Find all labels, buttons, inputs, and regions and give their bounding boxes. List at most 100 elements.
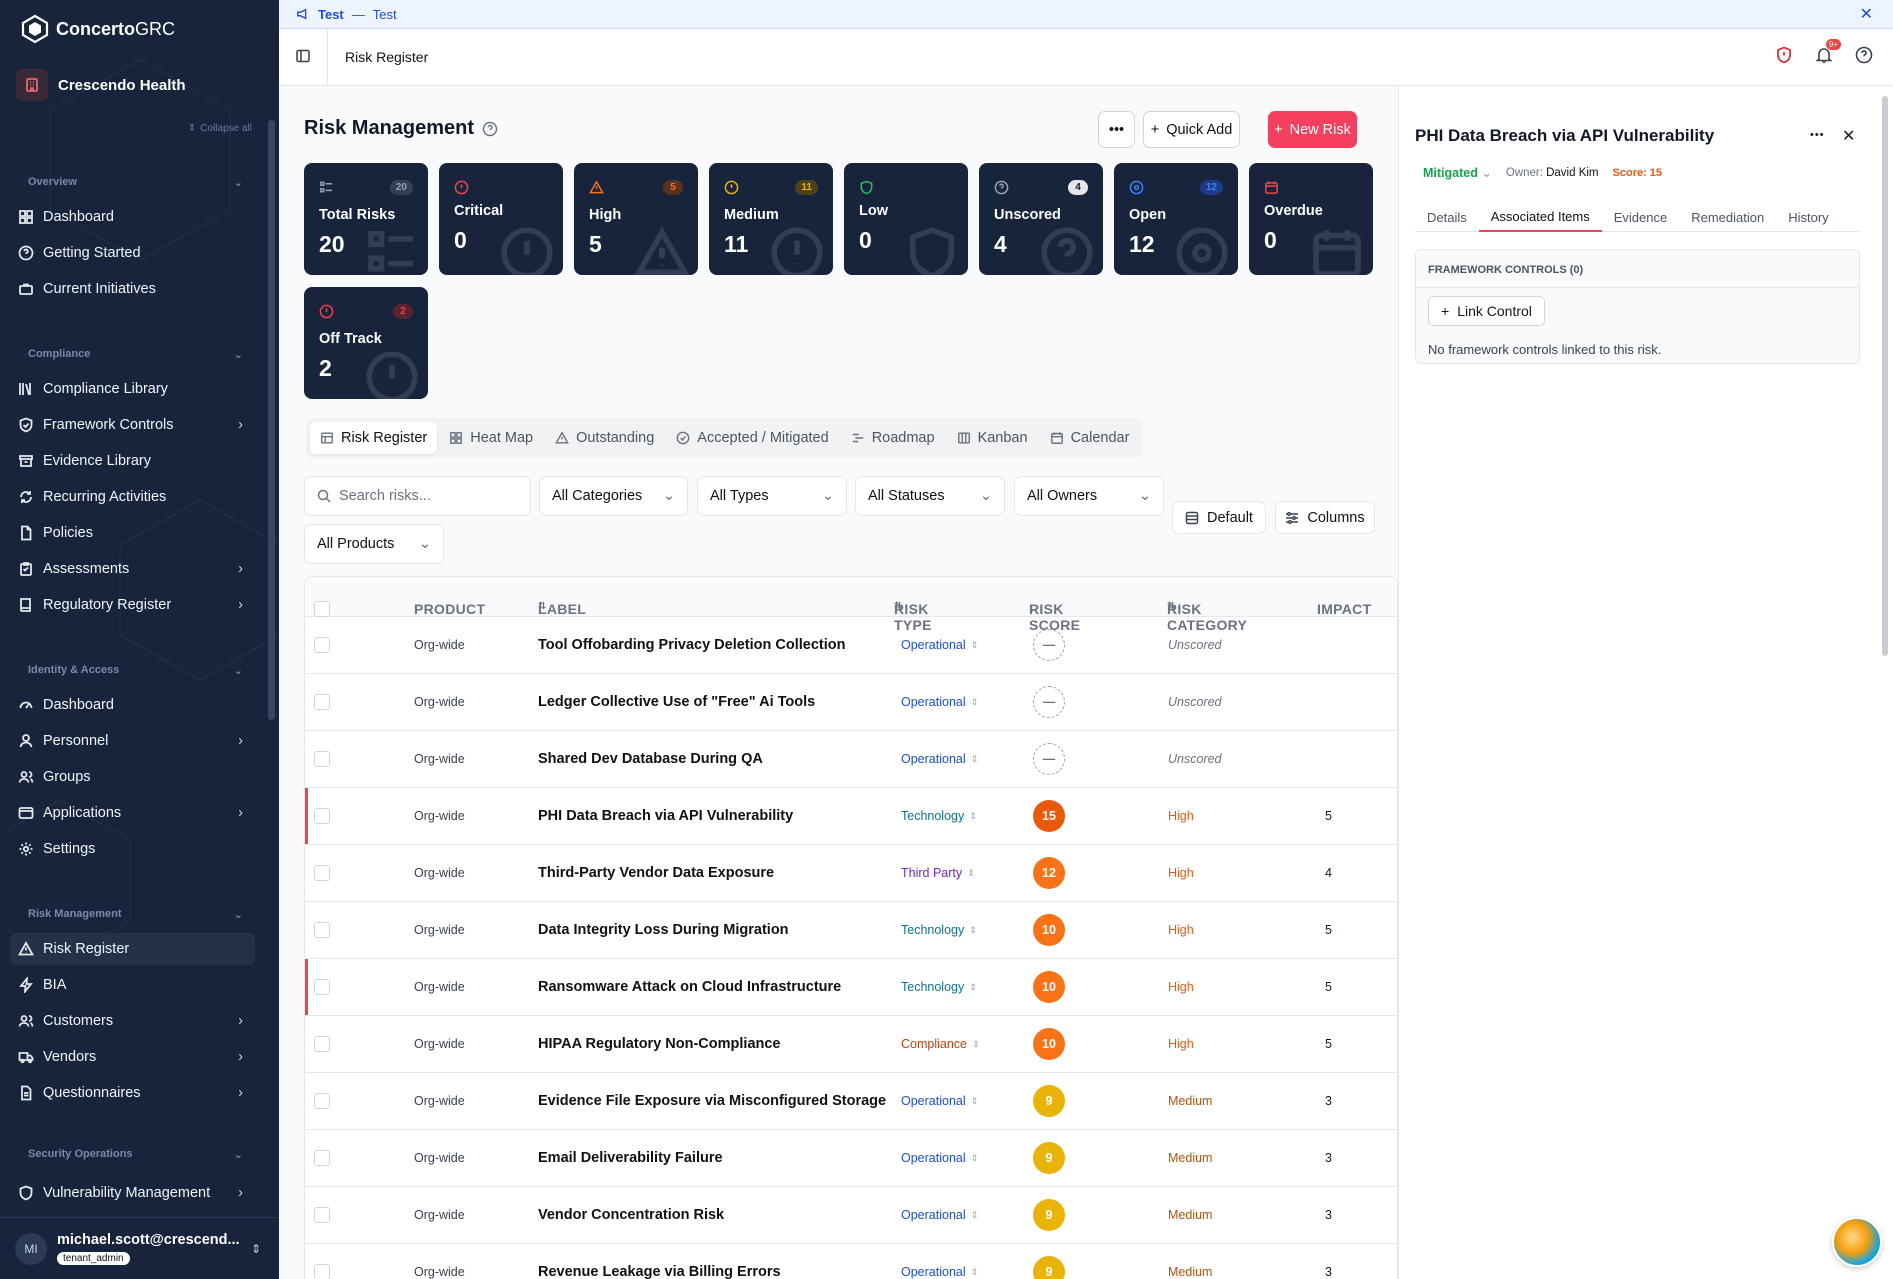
row-checkbox[interactable] — [314, 865, 330, 881]
sidebar-item-vulnerability-management[interactable]: Vulnerability Management › — [10, 1177, 255, 1209]
quick-add-button[interactable]: + Quick Add — [1143, 111, 1240, 148]
help-circle-icon[interactable] — [1855, 46, 1873, 64]
shield-alert-icon[interactable] — [1775, 46, 1793, 64]
risk-type-select[interactable]: Technology ⇕ — [901, 923, 977, 937]
tab-risk-register[interactable]: Risk Register — [310, 422, 438, 454]
risk-type-select[interactable]: Operational ⇕ — [901, 1265, 978, 1279]
sidebar-scrollbar[interactable] — [268, 120, 275, 720]
risk-label-cell[interactable]: Evidence File Exposure via Misconfigured… — [538, 1093, 887, 1109]
brand-logo[interactable]: ConcertoGRC — [20, 14, 175, 44]
sidebar-section-4[interactable]: Security Operations ⌄ — [28, 1148, 243, 1161]
risk-type-select[interactable]: Operational ⇕ — [901, 1208, 978, 1222]
row-checkbox[interactable] — [314, 637, 330, 653]
sidebar-toggle-icon[interactable] — [295, 48, 311, 64]
sidebar-item-applications[interactable]: Applications › — [10, 797, 255, 829]
sidebar-item-evidence-library[interactable]: Evidence Library — [10, 445, 255, 477]
table-row[interactable]: Org-wide PHI Data Breach via API Vulnerab… — [305, 788, 1397, 845]
sidebar-item-customers[interactable]: Customers › — [10, 1005, 255, 1037]
tab-calendar[interactable]: Calendar — [1040, 422, 1140, 454]
risk-type-select[interactable]: Compliance ⇕ — [901, 1037, 980, 1051]
category-filter[interactable]: All Categories ⌄ — [539, 476, 688, 516]
stat-card-low[interactable]: Low 0 — [844, 163, 968, 275]
sidebar-item-questionnaires[interactable]: Questionnaires › — [10, 1077, 255, 1109]
sidebar-section-1[interactable]: Compliance ⌄ — [28, 348, 243, 361]
risk-type-select[interactable]: Operational ⇕ — [901, 1151, 978, 1165]
sidebar-item-vendors[interactable]: Vendors › — [10, 1041, 255, 1073]
risk-label-cell[interactable]: PHI Data Breach via API Vulnerability — [538, 808, 794, 824]
owner-filter[interactable]: All Owners ⌄ — [1014, 476, 1164, 516]
sidebar-section-3[interactable]: Risk Management ⌄ — [28, 908, 243, 921]
risk-type-select[interactable]: Operational ⇕ — [901, 1094, 978, 1108]
row-checkbox[interactable] — [314, 1150, 330, 1166]
table-row[interactable]: Org-wide Vendor Concentration Risk Operati… — [305, 1187, 1397, 1244]
row-checkbox[interactable] — [314, 1093, 330, 1109]
breadcrumb[interactable]: Risk Register — [345, 49, 429, 65]
sidebar-item-assessments[interactable]: Assessments › — [10, 553, 255, 585]
stat-card-off-track[interactable]: 2 Off Track 2 — [304, 287, 428, 399]
risk-label-cell[interactable]: Third-Party Vendor Data Exposure — [538, 865, 775, 881]
table-row[interactable]: Org-wide Evidence File Exposure via Misco… — [305, 1073, 1397, 1130]
stat-card-overdue[interactable]: Overdue 0 — [1249, 163, 1373, 275]
search-input[interactable]: Search risks... — [304, 476, 531, 516]
panel-tab-history[interactable]: History — [1788, 209, 1829, 225]
stat-card-high[interactable]: 5 High 5 — [574, 163, 698, 275]
risk-type-select[interactable]: Operational ⇕ — [901, 752, 978, 766]
row-checkbox[interactable] — [314, 808, 330, 824]
table-row[interactable]: Org-wide Tool Offobarding Privacy Deletio… — [305, 617, 1397, 674]
sidebar-item-compliance-library[interactable]: Compliance Library — [10, 373, 255, 405]
risk-label-cell[interactable]: Vendor Concentration Risk — [538, 1207, 725, 1223]
user-menu[interactable]: MI michael.scott@crescend... tenant_admi… — [0, 1217, 279, 1279]
risk-type-select[interactable]: Technology ⇕ — [901, 980, 977, 994]
table-row[interactable]: Org-wide Email Deliverability Failure Oper… — [305, 1130, 1397, 1187]
link-control-button[interactable]: + Link Control — [1428, 296, 1545, 326]
sidebar-item-risk-register[interactable]: Risk Register — [10, 933, 255, 965]
panel-close-icon[interactable]: ✕ — [1842, 128, 1856, 145]
risk-label-cell[interactable]: Tool Offobarding Privacy Deletion Collec… — [538, 637, 846, 653]
stat-card-open[interactable]: 12 Open 12 — [1114, 163, 1238, 275]
risk-label-cell[interactable]: Data Integrity Loss During Migration — [538, 922, 789, 938]
sidebar-item-groups[interactable]: Groups — [10, 761, 255, 793]
row-checkbox[interactable] — [314, 1036, 330, 1052]
risk-label-cell[interactable]: Ransomware Attack on Cloud Infrastructur… — [538, 979, 842, 995]
risk-type-select[interactable]: Technology ⇕ — [901, 809, 977, 823]
notifications-button[interactable]: 9+ — [1815, 39, 1841, 64]
sidebar-item-recurring-activities[interactable]: Recurring Activities — [10, 481, 255, 513]
panel-tab-remediation[interactable]: Remediation — [1691, 209, 1765, 225]
risk-label-cell[interactable]: HIPAA Regulatory Non-Compliance — [538, 1036, 781, 1052]
stat-card-medium[interactable]: 11 Medium 11 — [709, 163, 833, 275]
row-checkbox[interactable] — [314, 1264, 330, 1279]
new-risk-button[interactable]: + New Risk — [1268, 111, 1357, 148]
table-row[interactable]: Org-wide Third-Party Vendor Data Exposure… — [305, 845, 1397, 902]
panel-scrollbar[interactable] — [1882, 96, 1888, 656]
columns-button[interactable]: Columns — [1275, 501, 1375, 534]
panel-more-icon[interactable]: ••• — [1810, 129, 1825, 141]
stat-card-critical[interactable]: Critical 0 — [439, 163, 563, 275]
sidebar-item-getting-started[interactable]: Getting Started — [10, 237, 255, 269]
info-icon[interactable] — [482, 121, 498, 137]
table-row[interactable]: Org-wide Shared Dev Database During QA Ope… — [305, 731, 1397, 788]
risk-label-cell[interactable]: Revenue Leakage via Billing Errors — [538, 1264, 781, 1279]
sidebar-item-dashboard[interactable]: Dashboard — [10, 689, 255, 721]
risk-type-select[interactable]: Operational ⇕ — [901, 638, 978, 652]
tab-outstanding[interactable]: Outstanding — [545, 422, 664, 454]
row-checkbox[interactable] — [314, 979, 330, 995]
sidebar-item-policies[interactable]: Policies — [10, 517, 255, 549]
stat-card-total-risks[interactable]: 20 Total Risks 20 — [304, 163, 428, 275]
table-row[interactable]: Org-wide HIPAA Regulatory Non-Compliance C… — [305, 1016, 1397, 1073]
table-row[interactable]: Org-wide Ledger Collective Use of "Free" … — [305, 674, 1397, 731]
product-filter[interactable]: All Products ⌄ — [304, 524, 444, 564]
sidebar-item-current-initiatives[interactable]: Current Initiatives — [10, 273, 255, 305]
table-row[interactable]: Org-wide Ransomware Attack on Cloud Infra… — [305, 959, 1397, 1016]
type-filter[interactable]: All Types ⌄ — [697, 476, 847, 516]
select-all-checkbox[interactable] — [314, 601, 330, 617]
row-checkbox[interactable] — [314, 751, 330, 767]
org-switcher[interactable]: Crescendo Health — [16, 69, 186, 101]
risk-label-cell[interactable]: Ledger Collective Use of "Free" Ai Tools — [538, 694, 816, 710]
risk-type-select[interactable]: Third Party ⇕ — [901, 866, 975, 880]
table-row[interactable]: Org-wide Data Integrity Loss During Migra… — [305, 902, 1397, 959]
sidebar-item-framework-controls[interactable]: Framework Controls › — [10, 409, 255, 441]
sidebar-item-regulatory-register[interactable]: Regulatory Register › — [10, 589, 255, 621]
assistant-launcher-icon[interactable] — [1832, 1217, 1882, 1267]
panel-tab-details[interactable]: Details — [1427, 209, 1467, 225]
tab-roadmap[interactable]: Roadmap — [841, 422, 945, 454]
